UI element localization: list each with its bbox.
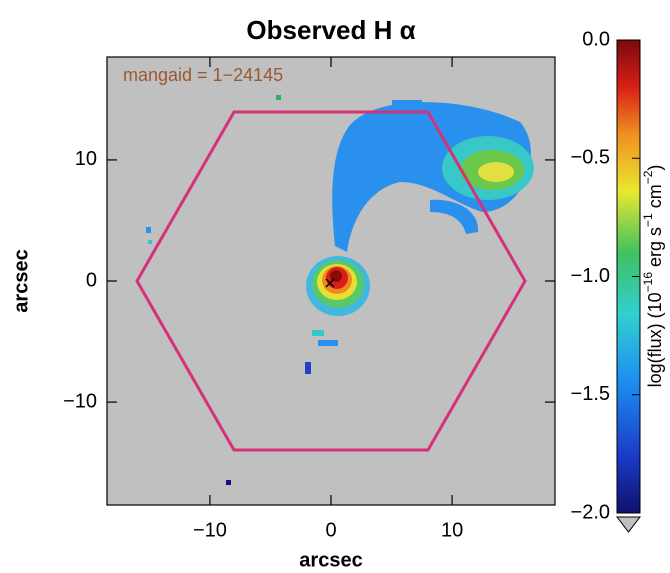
y-tick-label: −10 — [63, 390, 97, 412]
emission-speck — [392, 100, 422, 105]
emission-speck — [148, 240, 152, 244]
colorbar-under-triangle — [617, 517, 640, 532]
page: {"chart_data": { "type": "heatmap", "tit… — [0, 0, 670, 573]
emission-speck — [318, 340, 338, 346]
colorbar-label-part: −16 — [641, 272, 655, 293]
colorbar-label-part: erg s — [645, 227, 665, 272]
colorbar-tick-label: −1.5 — [571, 383, 610, 405]
colorbar-tick-label: −0.5 — [571, 147, 610, 169]
emission-region — [478, 162, 514, 182]
chart: Observed H α mangaid = 1−24145 arcsec ar… — [0, 0, 670, 573]
y-tick-label: 0 — [86, 269, 97, 291]
y-axis-label: arcsec — [10, 249, 32, 312]
emission-speck — [226, 480, 231, 485]
colorbar-label-part: ) — [645, 165, 665, 171]
colorbar-tick-label: −2.0 — [571, 501, 610, 523]
x-axis-label: arcsec — [299, 549, 362, 571]
emission-speck — [312, 330, 324, 336]
x-tick-label: 0 — [325, 519, 336, 541]
emission-speck — [276, 95, 281, 100]
colorbar-label: log(flux) (10−16 erg s−1 cm−2) — [641, 165, 665, 388]
colorbar-label-part: log(flux) (10 — [645, 292, 665, 387]
colorbar-label-part: −1 — [641, 213, 655, 227]
y-tick-label: 10 — [75, 148, 97, 170]
colorbar-label-part: cm — [645, 184, 665, 213]
colorbar-label-part: −2 — [641, 170, 655, 184]
colorbar-tick-label: −1.0 — [571, 265, 610, 287]
x-tick-label: 10 — [441, 519, 463, 541]
emission-speck — [146, 227, 151, 233]
x-tick-label: −10 — [193, 519, 227, 541]
colorbar-tick-label: 0.0 — [582, 28, 610, 50]
chart-title: Observed H α — [246, 15, 415, 45]
emission-speck — [305, 362, 311, 374]
annotation: mangaid = 1−24145 — [123, 65, 283, 85]
